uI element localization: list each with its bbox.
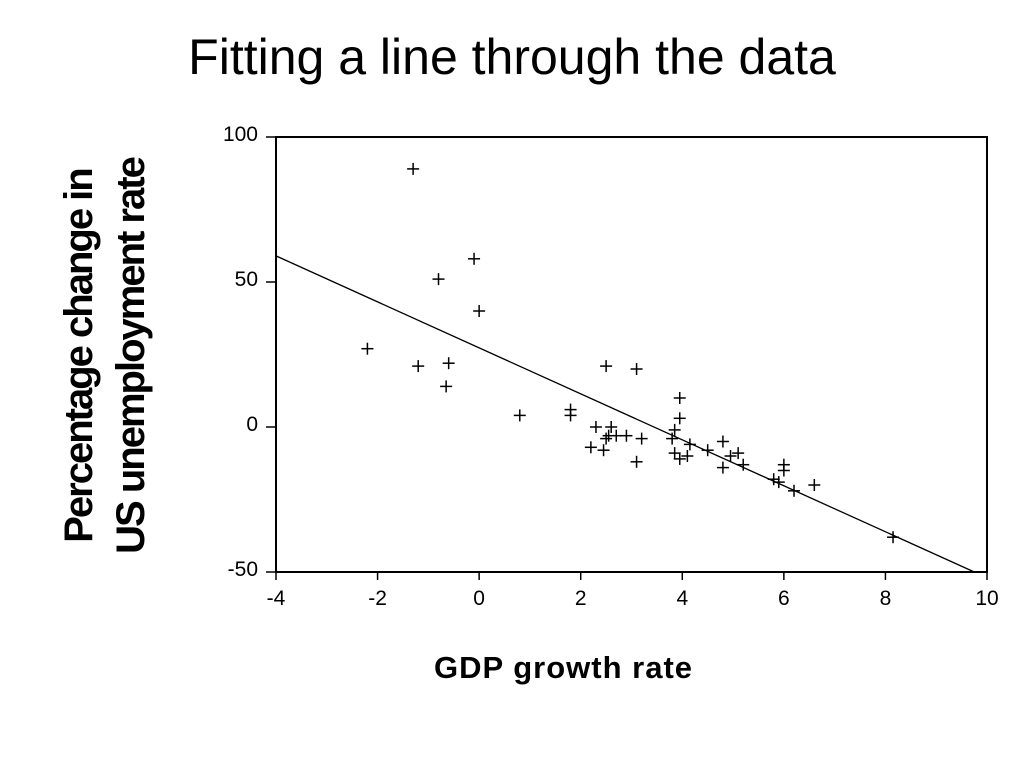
data-point — [513, 409, 526, 422]
data-point — [361, 342, 374, 355]
data-point — [589, 421, 602, 433]
data-point — [668, 447, 681, 460]
data-point — [468, 252, 481, 265]
data-point — [808, 479, 821, 491]
data-point — [407, 162, 420, 175]
data-point — [683, 438, 696, 451]
data-point — [584, 441, 597, 454]
plot-frame — [275, 136, 988, 573]
x-tick-label: 6 — [778, 587, 790, 610]
data-point — [630, 455, 643, 468]
data-point — [788, 484, 801, 497]
x-tick-label: 10 — [975, 587, 998, 610]
data-point — [602, 429, 615, 442]
data-point — [673, 412, 686, 425]
data-point — [473, 305, 486, 317]
data-point — [737, 458, 750, 471]
y-tick-label: 100 — [223, 123, 258, 146]
data-point — [724, 450, 737, 462]
data-point — [732, 447, 745, 460]
x-tick-label: -4 — [267, 587, 286, 610]
y-tick-label: 50 — [235, 268, 258, 291]
data-point — [600, 432, 613, 445]
data-point — [597, 444, 610, 457]
slide-title: Fitting a line through the data — [188, 29, 836, 85]
data-point — [681, 450, 694, 462]
data-points — [361, 162, 900, 544]
x-tick-label: -2 — [368, 587, 387, 610]
data-point — [673, 452, 686, 465]
data-point — [716, 461, 729, 474]
data-point — [701, 444, 714, 457]
x-tick-label: 0 — [473, 587, 485, 610]
data-point — [767, 473, 780, 486]
x-axis-label: GDP growth rate — [434, 650, 694, 685]
y-tick-label: -50 — [228, 558, 258, 581]
data-point — [635, 432, 648, 445]
data-point — [777, 458, 790, 471]
fit-line-layer — [275, 255, 975, 573]
data-point — [630, 363, 643, 375]
data-point — [620, 429, 633, 442]
y-tick-label: 0 — [246, 413, 258, 436]
x-tick-label: 4 — [676, 587, 688, 610]
axis-ticks: -4 -2 0 2 4 6 8 10 -50 0 50 100 — [223, 123, 999, 610]
data-point — [772, 476, 785, 489]
data-point — [432, 273, 445, 286]
x-tick-label: 2 — [575, 587, 587, 610]
data-point — [600, 360, 613, 373]
data-point — [564, 409, 577, 422]
data-point — [673, 392, 686, 404]
data-point — [666, 432, 679, 445]
x-tick-label: 8 — [880, 587, 892, 610]
data-point — [716, 435, 729, 448]
plot-border — [275, 136, 988, 573]
data-point — [887, 531, 900, 544]
data-point — [412, 360, 425, 373]
fit-line — [275, 255, 975, 573]
data-point — [605, 421, 618, 433]
data-point — [440, 380, 453, 393]
data-point — [668, 423, 681, 436]
data-point — [442, 357, 455, 370]
